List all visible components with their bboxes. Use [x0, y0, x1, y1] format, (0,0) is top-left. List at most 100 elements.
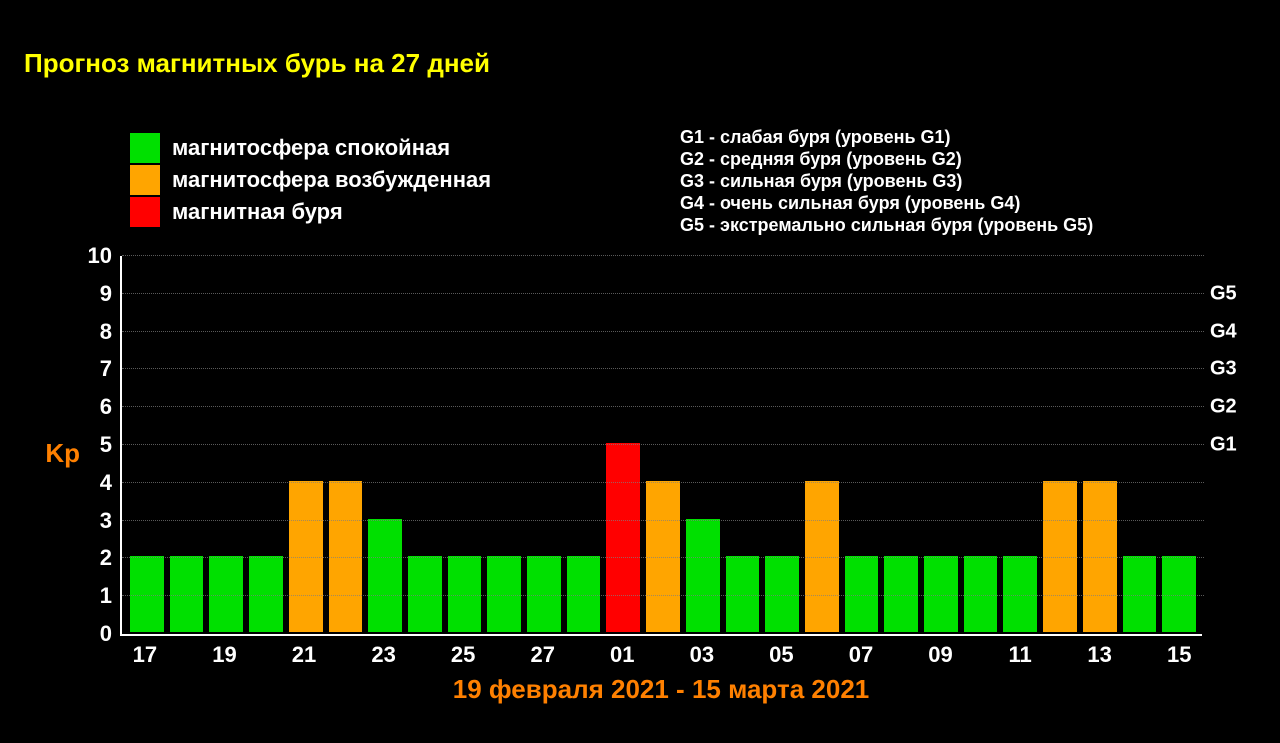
legend-label: магнитосфера возбужденная — [172, 167, 491, 193]
legend-label: магнитная буря — [172, 199, 343, 225]
x-tick: 13 — [1083, 642, 1117, 668]
bar — [646, 481, 680, 632]
bar — [765, 556, 799, 632]
y-tick: 7 — [100, 356, 112, 382]
gridline — [122, 293, 1204, 294]
g-level-tick: G2 — [1210, 396, 1237, 419]
x-tick: 25 — [446, 642, 480, 668]
x-tick — [804, 642, 838, 668]
g-scale-line: G3 - сильная буря (уровень G3) — [680, 170, 1093, 192]
x-tick: 23 — [367, 642, 401, 668]
g-scale-line: G4 - очень сильная буря (уровень G4) — [680, 192, 1093, 214]
y-tick: 2 — [100, 545, 112, 571]
g-level-tick: G1 — [1210, 434, 1237, 457]
bar — [487, 556, 521, 632]
legend-left: магнитосфера спокойная магнитосфера возб… — [130, 132, 491, 228]
x-tick: 27 — [526, 642, 560, 668]
x-tick — [566, 642, 600, 668]
gridline — [122, 557, 1204, 558]
bar — [1162, 556, 1196, 632]
y-tick: 6 — [100, 394, 112, 420]
legend-swatch — [130, 133, 160, 163]
x-tick: 05 — [765, 642, 799, 668]
bar — [686, 519, 720, 632]
g-level-tick: G4 — [1210, 320, 1237, 343]
y-tick: 0 — [100, 621, 112, 647]
x-tick: 01 — [605, 642, 639, 668]
y-tick: 8 — [100, 319, 112, 345]
g-scale-line: G1 - слабая буря (уровень G1) — [680, 126, 1093, 148]
gridline — [122, 368, 1204, 369]
x-tick — [327, 642, 361, 668]
y-tick: 10 — [88, 243, 112, 269]
x-tick: 21 — [287, 642, 321, 668]
y-tick: 4 — [100, 470, 112, 496]
date-range-label: 19 февраля 2021 - 15 марта 2021 — [120, 674, 1202, 705]
legend-item: магнитосфера возбужденная — [130, 164, 491, 196]
legend-item: магнитная буря — [130, 196, 491, 228]
gridline — [122, 595, 1204, 596]
x-tick: 15 — [1162, 642, 1196, 668]
gridline — [122, 255, 1204, 256]
bar — [924, 556, 958, 632]
bar — [170, 556, 204, 632]
x-tick: 03 — [685, 642, 719, 668]
g-level-tick: G5 — [1210, 282, 1237, 305]
x-tick — [645, 642, 679, 668]
x-tick: 17 — [128, 642, 162, 668]
legend-swatch — [130, 165, 160, 195]
bar — [845, 556, 879, 632]
x-tick: 11 — [1003, 642, 1037, 668]
x-tick — [486, 642, 520, 668]
bar — [1043, 481, 1077, 632]
x-tick — [406, 642, 440, 668]
page-title: Прогноз магнитных бурь на 27 дней — [24, 48, 490, 79]
bar — [408, 556, 442, 632]
x-tick: 19 — [208, 642, 242, 668]
legend-item: магнитосфера спокойная — [130, 132, 491, 164]
y-tick: 1 — [100, 583, 112, 609]
x-tick — [168, 642, 202, 668]
bar — [606, 443, 640, 632]
x-tick — [884, 642, 918, 668]
x-tick: 09 — [924, 642, 958, 668]
y-axis-label: Kp — [45, 438, 80, 469]
bar — [805, 481, 839, 632]
gridline — [122, 331, 1204, 332]
plot-area: 012345678910G1G2G3G4G5 — [120, 256, 1202, 636]
bar — [130, 556, 164, 632]
bar — [1083, 481, 1117, 632]
bar — [1123, 556, 1157, 632]
kp-chart: Kp 012345678910G1G2G3G4G5 17192123252701… — [120, 256, 1202, 636]
bar — [289, 481, 323, 632]
g-scale-line: G5 - экстремально сильная буря (уровень … — [680, 214, 1093, 236]
bar — [726, 556, 760, 632]
x-tick — [725, 642, 759, 668]
gridline — [122, 482, 1204, 483]
bar — [1003, 556, 1037, 632]
x-labels: 17 19 21 23 25 27 01 03 05 07 09 11 13 15 — [122, 642, 1202, 668]
x-tick — [1123, 642, 1157, 668]
gridline — [122, 406, 1204, 407]
bar — [329, 481, 363, 632]
g-scale-line: G2 - средняя буря (уровень G2) — [680, 148, 1093, 170]
bar — [249, 556, 283, 632]
x-tick — [963, 642, 997, 668]
x-tick — [247, 642, 281, 668]
bar — [884, 556, 918, 632]
bar — [567, 556, 601, 632]
y-tick: 9 — [100, 281, 112, 307]
legend-label: магнитосфера спокойная — [172, 135, 450, 161]
gridline — [122, 520, 1204, 521]
bar — [448, 556, 482, 632]
legend-swatch — [130, 197, 160, 227]
x-tick — [1043, 642, 1077, 668]
x-tick: 07 — [844, 642, 878, 668]
legend-right: G1 - слабая буря (уровень G1) G2 - средн… — [680, 126, 1093, 236]
bar — [209, 556, 243, 632]
page-root: Прогноз магнитных бурь на 27 дней магнит… — [0, 0, 1280, 743]
y-tick: 3 — [100, 508, 112, 534]
bar — [527, 556, 561, 632]
y-tick: 5 — [100, 432, 112, 458]
bar — [964, 556, 998, 632]
